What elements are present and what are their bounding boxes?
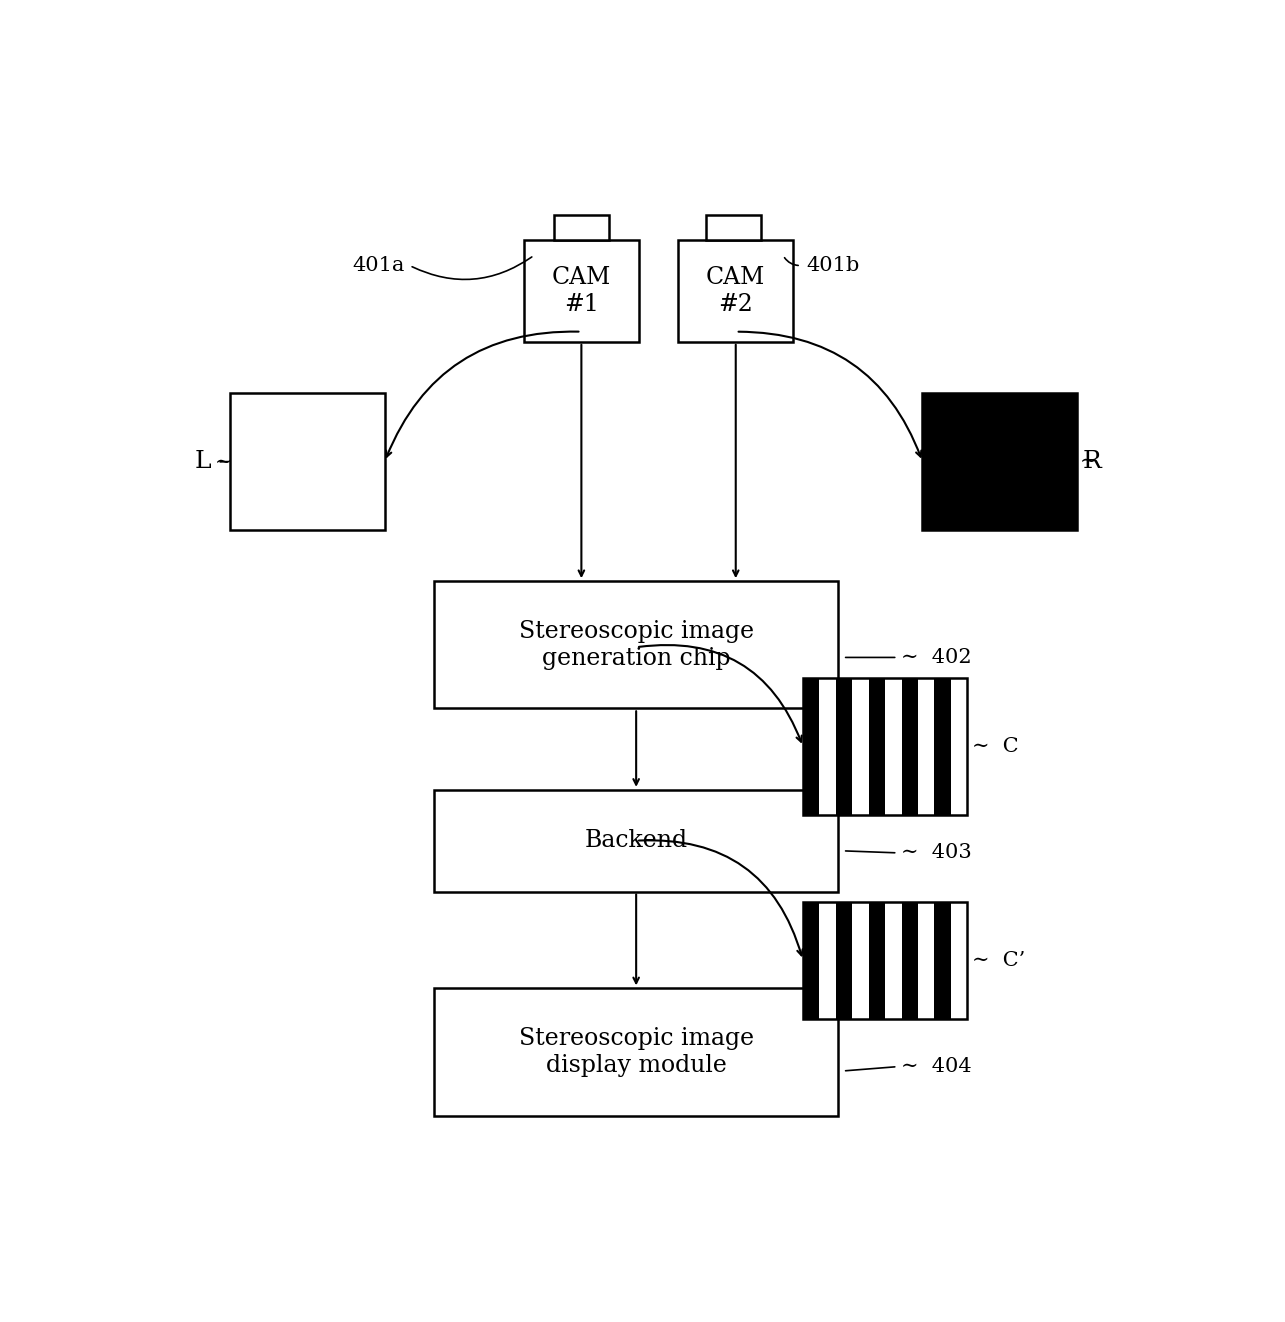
Text: ∼  404: ∼ 404	[901, 1058, 971, 1076]
Text: ∼: ∼	[215, 452, 231, 472]
Text: ∼  C: ∼ C	[973, 736, 1019, 756]
Bar	[902, 902, 917, 1019]
Bar	[524, 241, 639, 342]
Bar	[923, 393, 1077, 530]
Bar	[434, 789, 838, 891]
Text: ∼: ∼	[1079, 452, 1097, 471]
Text: 401a: 401a	[352, 256, 405, 275]
Text: 401b: 401b	[806, 256, 860, 275]
Bar	[803, 902, 820, 1019]
Text: Stereoscopic image
display module: Stereoscopic image display module	[519, 1027, 754, 1076]
Bar	[707, 214, 761, 241]
Text: Backend: Backend	[585, 829, 687, 853]
Bar	[803, 678, 968, 816]
Bar	[835, 902, 852, 1019]
Bar	[934, 678, 951, 816]
Bar	[434, 989, 838, 1116]
Text: CAM
#2: CAM #2	[705, 266, 766, 316]
Bar	[934, 902, 951, 1019]
Bar	[835, 678, 852, 816]
Text: ∼  402: ∼ 402	[901, 648, 971, 666]
Text: ∼  403: ∼ 403	[901, 843, 971, 862]
Bar	[803, 678, 968, 816]
Bar	[554, 214, 609, 241]
Text: CAM
#1: CAM #1	[551, 266, 612, 316]
Bar	[869, 678, 885, 816]
Bar	[803, 902, 968, 1019]
Bar	[803, 902, 968, 1019]
Bar	[230, 393, 384, 530]
Bar	[869, 902, 885, 1019]
Bar	[678, 241, 793, 342]
Bar	[803, 678, 820, 816]
Text: R: R	[1082, 451, 1101, 473]
Text: L: L	[194, 451, 211, 473]
Text: Stereoscopic image
generation chip: Stereoscopic image generation chip	[519, 620, 754, 669]
Text: ∼  C’: ∼ C’	[973, 951, 1025, 970]
Bar	[902, 678, 917, 816]
Bar	[434, 582, 838, 709]
